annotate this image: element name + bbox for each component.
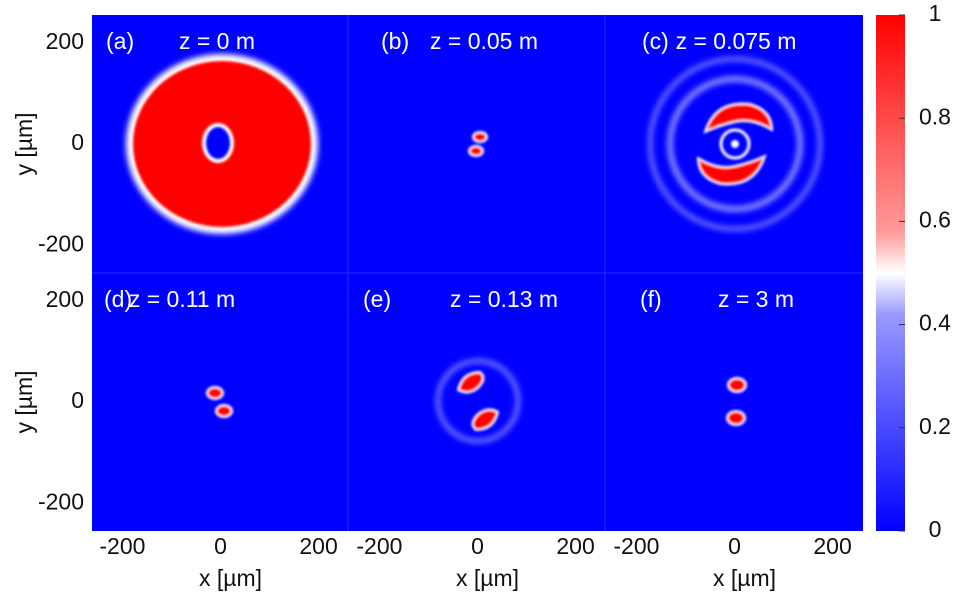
colorbar-tick-label: 0.6 xyxy=(919,206,951,232)
panel-title: z = 0.05 m xyxy=(430,28,538,54)
x-tick-label: 200 xyxy=(299,533,337,559)
y-tick-label: 200 xyxy=(46,28,84,54)
x-tick-label: 0 xyxy=(728,533,741,559)
colorbar-tick-label: 1 xyxy=(929,0,942,26)
intensity-pattern xyxy=(126,54,318,234)
x-axis-label: x [µm] xyxy=(456,565,519,591)
x-tick-label: 200 xyxy=(813,533,851,559)
y-tick-label: 200 xyxy=(46,286,84,312)
x-tick-label: -200 xyxy=(99,533,145,559)
y-axis-label: y [µm] xyxy=(11,370,37,433)
intensity-pattern xyxy=(435,358,521,444)
intensity-pattern xyxy=(726,377,747,426)
panel-label: (e) xyxy=(363,286,391,312)
panel-title: z = 0.11 m xyxy=(129,286,235,312)
colorbar xyxy=(876,15,905,531)
panel-title: z = 0.075 m xyxy=(676,28,797,54)
intensity-pattern xyxy=(647,56,823,232)
y-tick-label: -200 xyxy=(38,230,84,256)
y-tick-label: 0 xyxy=(71,387,84,413)
intensity-pattern xyxy=(468,131,488,157)
panel-title: z = 0.13 m xyxy=(450,286,558,312)
colorbar-tick-label: 0 xyxy=(929,516,942,542)
y-axis-label: y [µm] xyxy=(11,112,37,175)
x-tick-label: -200 xyxy=(356,533,402,559)
colorbar-tick-label: 0.4 xyxy=(919,310,951,336)
x-tick-label: 0 xyxy=(471,533,484,559)
panel-label: (a) xyxy=(106,28,134,54)
panel-label: (b) xyxy=(381,28,409,54)
colorbar-tick-label: 0.2 xyxy=(919,413,951,439)
panel-label: (f) xyxy=(640,286,662,312)
panel-title: z = 0 m xyxy=(179,28,255,54)
y-tick-label: -200 xyxy=(38,488,84,514)
panel-label: (d) xyxy=(104,286,132,312)
x-tick-label: 0 xyxy=(214,533,227,559)
x-tick-label: 200 xyxy=(556,533,594,559)
intensity-pattern xyxy=(206,386,233,418)
x-axis-label: x [µm] xyxy=(199,565,262,591)
x-axis-label: x [µm] xyxy=(713,565,776,591)
y-tick-label: 0 xyxy=(71,129,84,155)
colorbar-tick-label: 0.8 xyxy=(919,103,951,129)
panel-label: (c) xyxy=(642,28,669,54)
panel-borders xyxy=(92,15,863,531)
panel-title: z = 3 m xyxy=(718,286,794,312)
x-tick-label: -200 xyxy=(613,533,659,559)
